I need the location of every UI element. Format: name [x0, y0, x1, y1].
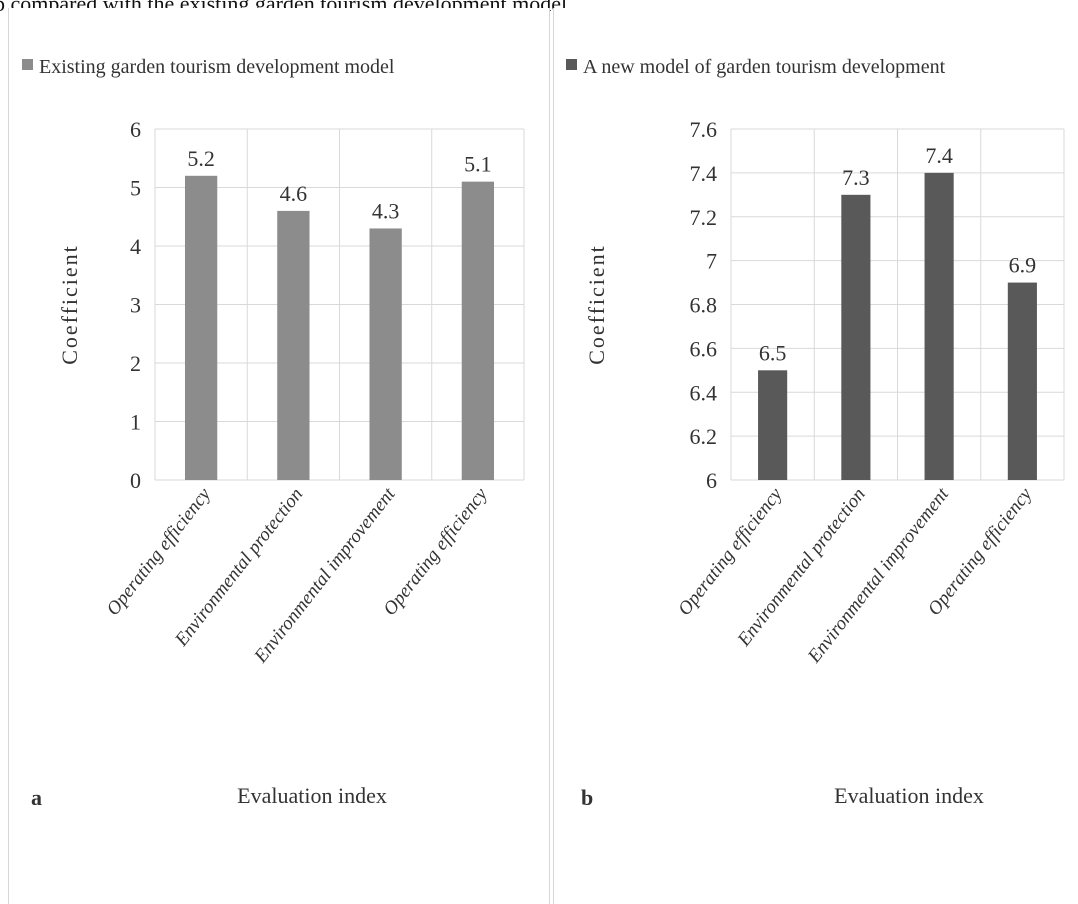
- chart-1-data-label: 6.5: [759, 340, 787, 365]
- chart-0-x-axis-title: Evaluation index: [237, 783, 387, 808]
- chart-0-legend-swatch: [22, 59, 33, 70]
- chart-1-bar: [924, 172, 954, 480]
- chart-0-y-tick-label: 3: [130, 293, 141, 318]
- chart-1-y-tick-label: 7: [706, 249, 717, 274]
- chart-0-data-label: 5.2: [187, 146, 215, 171]
- chart-1-panel-label: b: [581, 785, 593, 810]
- chart-0-y-tick-label: 6: [130, 117, 141, 142]
- chart-0-y-axis-title: Coefficient: [57, 244, 82, 365]
- chart-0-bar: [461, 181, 495, 480]
- chart-b-svg: A new model of garden tourism developmen…: [566, 56, 1065, 810]
- chart-1-y-tick-label: 6.8: [690, 293, 718, 318]
- chart-1-bar: [758, 370, 788, 480]
- chart-0-category-label: Operating efficiency: [103, 484, 216, 620]
- chart-panel-a: Existing garden tourism development mode…: [8, 8, 550, 904]
- chart-1-data-label: 6.9: [1009, 253, 1037, 278]
- chart-1-y-tick-label: 6.4: [690, 380, 718, 405]
- chart-1-legend-swatch: [566, 59, 577, 70]
- chart-1-x-axis-title: Evaluation index: [834, 783, 984, 808]
- chart-0-bar: [184, 175, 218, 481]
- chart-0-y-tick-label: 1: [130, 410, 141, 435]
- chart-0-y-tick-label: 5: [130, 176, 141, 201]
- chart-0-data-label: 4.3: [372, 198, 400, 223]
- chart-1-y-axis-title: Coefficient: [584, 244, 609, 365]
- chart-1-bar: [1007, 282, 1037, 480]
- chart-1-bar: [841, 194, 871, 480]
- chart-1-y-tick-label: 7.6: [690, 117, 718, 142]
- chart-1-legend-label: A new model of garden tourism developmen…: [583, 56, 946, 78]
- chart-1-data-label: 7.4: [925, 143, 953, 168]
- chart-0-data-label: 4.6: [280, 181, 308, 206]
- chart-0-category-label: Operating efficiency: [379, 484, 492, 620]
- chart-1-data-label: 7.3: [842, 165, 870, 190]
- chart-0-y-tick-label: 2: [130, 351, 141, 376]
- chart-1-y-tick-label: 7.4: [690, 161, 718, 186]
- chart-a-svg: Existing garden tourism development mode…: [22, 56, 525, 810]
- chart-0-data-label: 5.1: [464, 152, 492, 177]
- chart-1-y-tick-label: 6: [706, 468, 717, 493]
- chart-panel-b: A new model of garden tourism developmen…: [553, 8, 1078, 904]
- chart-0-y-tick-label: 4: [130, 234, 141, 259]
- chart-0-bar: [277, 210, 310, 480]
- chart-1-y-tick-label: 6.2: [690, 424, 718, 449]
- chart-0-y-tick-label: 0: [130, 468, 141, 493]
- chart-1-category-label: Environmental improvement: [803, 484, 953, 668]
- chart-1-y-tick-label: 7.2: [690, 205, 718, 230]
- chart-0-panel-label: a: [31, 785, 42, 810]
- chart-1-y-tick-label: 6.6: [690, 336, 718, 361]
- chart-0-legend-label: Existing garden tourism development mode…: [39, 56, 395, 78]
- chart-0-bar: [369, 228, 402, 480]
